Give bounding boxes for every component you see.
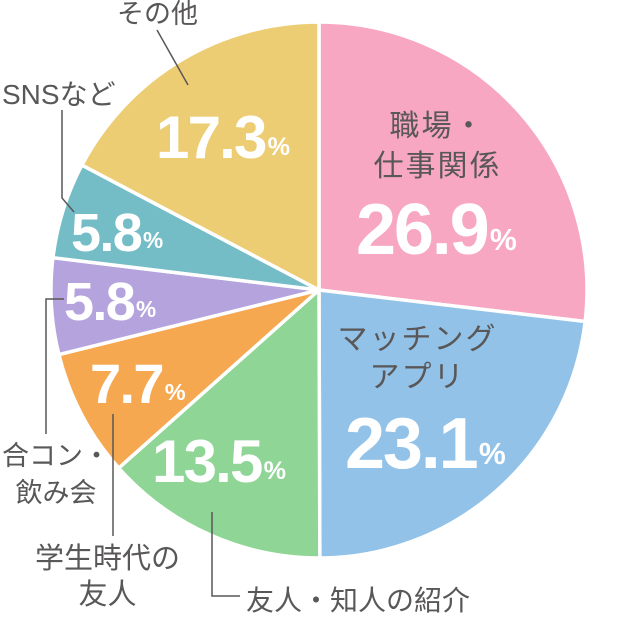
percent-sonota-value: 17.3	[156, 104, 267, 171]
percent-sns-value: 5.8	[71, 203, 143, 263]
leader-line-sns	[61, 110, 75, 213]
percent-shokuba: 26.9%	[356, 190, 517, 270]
percent-yujin-value: 13.5	[152, 428, 263, 495]
label-gakusei: 学生時代の 友人	[25, 541, 190, 613]
label-shokuba: 職場・ 仕事関係	[345, 107, 530, 187]
pie-slice-1	[317, 288, 587, 560]
percent-gokon-unit: %	[136, 296, 156, 323]
label-matching-line2: アプリ	[369, 361, 466, 394]
label-gokon-line1: 合コン・	[2, 441, 110, 471]
leader-lines	[45, 29, 240, 597]
label-matching-line1: マッチング	[337, 323, 498, 356]
percent-yujin-unit: %	[263, 456, 286, 485]
pie-slices	[49, 20, 589, 560]
label-matching: マッチング アプリ	[325, 321, 510, 397]
percent-matching: 23.1%	[345, 404, 506, 484]
label-gakusei-line1: 学生時代の	[34, 543, 180, 575]
percent-sonota-unit: %	[267, 132, 290, 161]
label-sns: SNSなど	[2, 79, 116, 110]
pie-slice-2	[116, 288, 322, 560]
percent-shokuba-unit: %	[489, 224, 517, 258]
percent-matching-unit: %	[478, 438, 506, 472]
percent-gokon-value: 5.8	[64, 272, 136, 332]
percent-yujin: 13.5%	[152, 428, 286, 495]
label-gokon-line2: 飲み会	[15, 478, 97, 508]
pie-slice-0	[317, 20, 589, 324]
leader-line-yujin	[211, 512, 240, 597]
percent-sns: 5.8%	[71, 203, 163, 263]
percent-gakusei-unit: %	[164, 379, 186, 406]
label-sonota: その他	[117, 0, 198, 29]
percent-shokuba-value: 26.9	[356, 190, 490, 270]
percent-gakusei-value: 7.7	[90, 352, 164, 415]
percent-gokon: 5.8%	[64, 272, 156, 332]
pie-slice-6	[80, 20, 321, 292]
label-yujin: 友人・知人の紹介	[246, 585, 471, 616]
pie-slice-3	[57, 288, 321, 470]
leader-line-gokon	[45, 298, 64, 434]
label-shokuba-line2: 仕事関係	[373, 150, 502, 183]
label-gokon: 合コン・ 飲み会	[0, 438, 112, 512]
percent-matching-value: 23.1	[345, 404, 479, 484]
percent-gakusei: 7.7%	[90, 352, 186, 415]
leader-line-sonota	[156, 29, 189, 86]
percent-sonota: 17.3%	[156, 104, 290, 171]
label-shokuba-line1: 職場・	[389, 110, 486, 143]
label-gakusei-line2: 友人	[78, 579, 137, 611]
percent-sns-unit: %	[143, 227, 163, 254]
